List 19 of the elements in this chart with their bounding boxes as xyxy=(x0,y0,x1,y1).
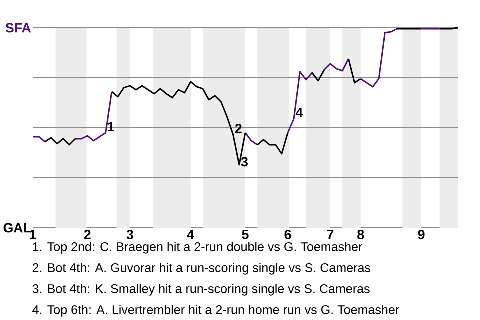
text: 2. Bot 4th: A. Guvorar hit a run-scoring single vs S. Cameras xyxy=(32,263,371,275)
x-tick-label: 3 xyxy=(126,230,134,240)
x-tick-label: 7 xyxy=(327,230,334,240)
x-tick-label: 2 xyxy=(84,230,91,240)
annotation: 4 xyxy=(296,108,304,118)
annotation: 2 xyxy=(235,124,242,134)
text: GAL xyxy=(4,223,31,233)
annotation: 3 xyxy=(241,157,248,167)
x-tick-label: 6 xyxy=(284,230,292,240)
text: 3. Bot 4th: K. Smalley hit a run-scoring single vs S. Cameras xyxy=(32,284,370,296)
x-tick-label: 8 xyxy=(358,230,364,240)
text: 4. Top 6th: A. Livertrembler hit a 2-run home run vs G. Toemasher xyxy=(32,305,400,317)
x-tick-label: 9 xyxy=(418,230,425,240)
text: SFA xyxy=(6,23,32,33)
x-tick-label: 5 xyxy=(242,230,249,240)
annotation: 1 xyxy=(108,122,115,132)
x-tick-label: 4 xyxy=(187,230,194,240)
x-tick-label: 1 xyxy=(30,230,36,240)
text: 1. Top 2nd: C. Braegen hit a 2-run double vs G. Toemasher xyxy=(33,242,362,254)
